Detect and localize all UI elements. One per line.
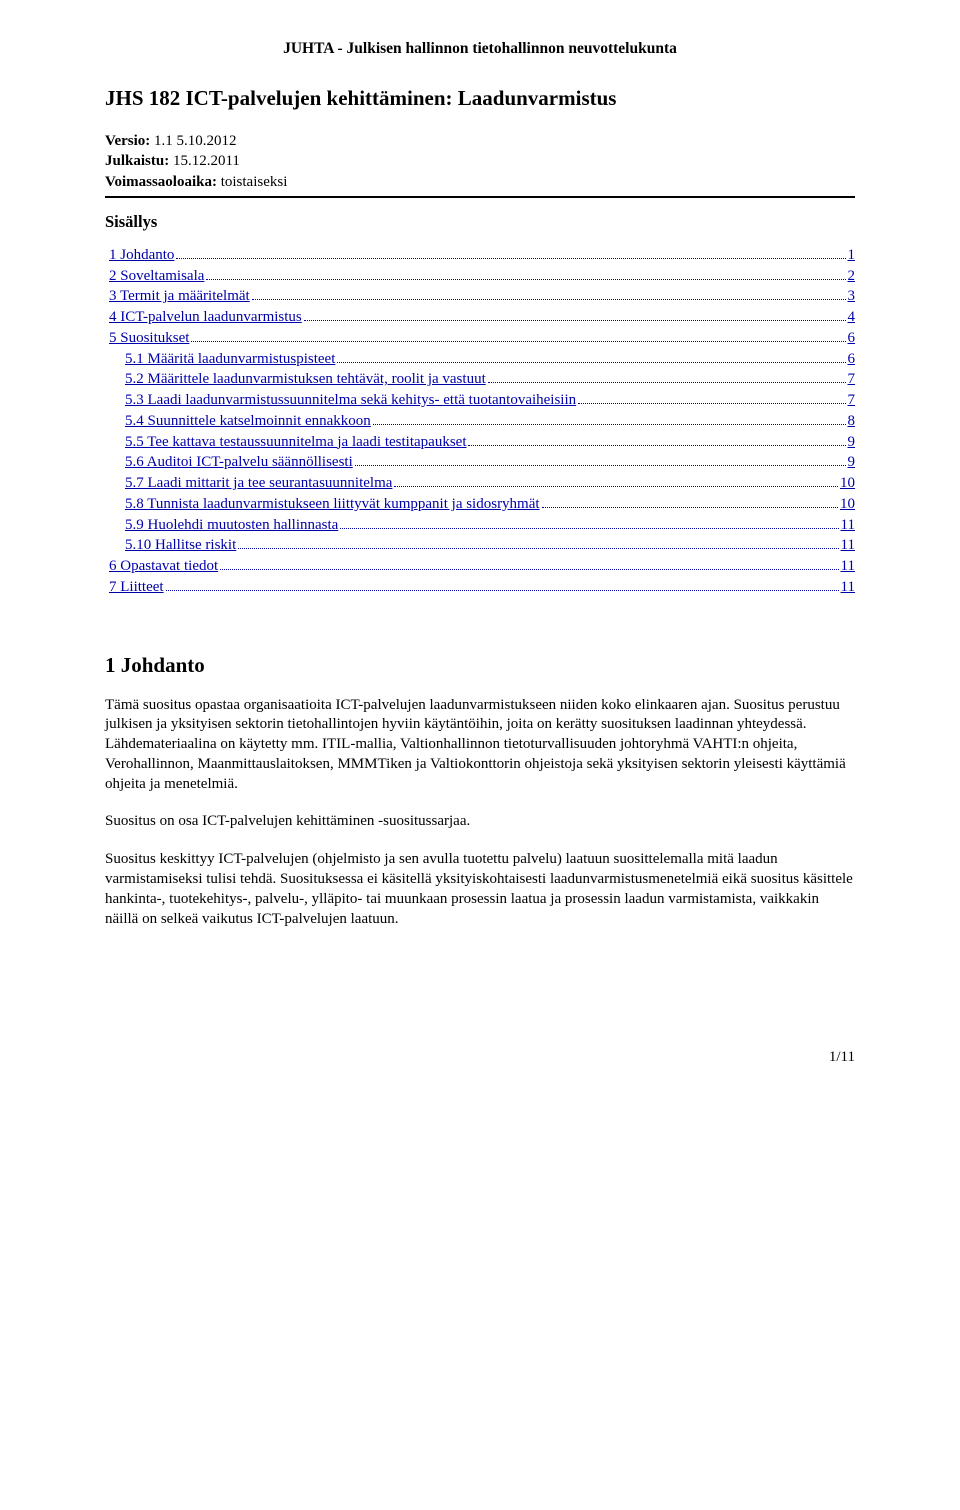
meta-voimassa: Voimassaoloaika: toistaiseksi: [105, 172, 855, 192]
toc-entry: 7 Liitteet 11: [105, 578, 855, 597]
toc-page-link[interactable]: 9: [848, 433, 856, 452]
toc-page-link[interactable]: 11: [841, 578, 855, 597]
meta-voimassa-label: Voimassaoloaika:: [105, 174, 217, 190]
toc-leader: [468, 445, 845, 446]
toc-link[interactable]: 5.5 Tee kattava testaussuunnitelma ja la…: [125, 434, 466, 450]
meta-julkaistu: Julkaistu: 15.12.2011: [105, 151, 855, 171]
meta-julkaistu-value: 15.12.2011: [169, 153, 240, 169]
toc-page-link[interactable]: 8: [848, 412, 856, 431]
toc-page-link[interactable]: 7: [848, 391, 856, 410]
document-page: JUHTA - Julkisen hallinnon tietohallinno…: [0, 0, 960, 1126]
toc-page-link[interactable]: 7: [848, 370, 856, 389]
meta-versio-label: Versio:: [105, 133, 150, 149]
document-metadata: Versio: 1.1 5.10.2012 Julkaistu: 15.12.2…: [105, 131, 855, 192]
document-title: JHS 182 ICT-palvelujen kehittäminen: Laa…: [105, 86, 855, 111]
toc-link[interactable]: 5.2 Määrittele laadunvarmistuksen tehtäv…: [125, 371, 486, 387]
toc-page-link[interactable]: 2: [848, 267, 856, 286]
toc-link[interactable]: 5.3 Laadi laadunvarmistussuunnitelma sek…: [125, 392, 576, 408]
toc-page-link[interactable]: 4: [848, 308, 856, 327]
org-header: JUHTA - Julkisen hallinnon tietohallinno…: [105, 40, 855, 58]
meta-voimassa-value: toistaiseksi: [217, 174, 287, 190]
toc-entry: 5.7 Laadi mittarit ja tee seurantasuunni…: [105, 474, 855, 493]
toc-page-link[interactable]: 1: [848, 246, 856, 265]
toc-page-link[interactable]: 10: [840, 474, 855, 493]
toc-heading: Sisällys: [105, 212, 855, 232]
toc-page-link[interactable]: 6: [848, 350, 856, 369]
toc-entry: 5 Suositukset 6: [105, 329, 855, 348]
toc-link[interactable]: 5 Suositukset: [109, 330, 189, 346]
toc-entry: 2 Soveltamisala 2: [105, 267, 855, 286]
meta-versio: Versio: 1.1 5.10.2012: [105, 131, 855, 151]
toc-leader: [176, 258, 845, 259]
toc-link[interactable]: 1 Johdanto: [109, 247, 174, 263]
toc-leader: [373, 424, 846, 425]
toc-leader: [238, 548, 838, 549]
toc-link[interactable]: 5.9 Huolehdi muutosten hallinnasta: [125, 517, 338, 533]
toc-entry: 5.5 Tee kattava testaussuunnitelma ja la…: [105, 433, 855, 452]
toc-entry: 3 Termit ja määritelmät 3: [105, 287, 855, 306]
page-number: 1/11: [105, 1049, 855, 1066]
toc-link[interactable]: 2 Soveltamisala: [109, 268, 204, 284]
meta-julkaistu-label: Julkaistu:: [105, 153, 169, 169]
toc-entry: 5.9 Huolehdi muutosten hallinnasta 11: [105, 516, 855, 535]
toc-entry: 1 Johdanto 1: [105, 246, 855, 265]
toc-leader: [220, 569, 838, 570]
toc-leader: [488, 382, 846, 383]
toc-link[interactable]: 3 Termit ja määritelmät: [109, 288, 250, 304]
toc-leader: [252, 299, 846, 300]
toc-page-link[interactable]: 10: [840, 495, 855, 514]
toc-entry: 5.2 Määrittele laadunvarmistuksen tehtäv…: [105, 370, 855, 389]
toc-link[interactable]: 5.6 Auditoi ICT-palvelu säännöllisesti: [125, 454, 353, 470]
toc-leader: [304, 320, 846, 321]
toc-leader: [166, 590, 839, 591]
toc-entry: 5.10 Hallitse riskit 11: [105, 536, 855, 555]
meta-versio-value: 1.1 5.10.2012: [150, 133, 236, 149]
body-paragraph: Suositus on osa ICT-palvelujen kehittämi…: [105, 812, 855, 832]
section-1-heading: 1 Johdanto: [105, 653, 855, 678]
toc-page-link[interactable]: 11: [841, 557, 855, 576]
toc-link[interactable]: 5.1 Määritä laadunvarmistuspisteet: [125, 351, 335, 367]
toc-entry: 4 ICT-palvelun laadunvarmistus 4: [105, 308, 855, 327]
section-1-body: Tämä suositus opastaa organisaatioita IC…: [105, 696, 855, 930]
divider: [105, 196, 855, 198]
toc-entry: 5.3 Laadi laadunvarmistussuunnitelma sek…: [105, 391, 855, 410]
toc-leader: [340, 528, 838, 529]
toc-entry: 5.8 Tunnista laadunvarmistukseen liittyv…: [105, 495, 855, 514]
toc-page-link[interactable]: 3: [848, 287, 856, 306]
toc-leader: [206, 279, 845, 280]
toc-entry: 6 Opastavat tiedot 11: [105, 557, 855, 576]
body-paragraph: Suositus keskittyy ICT-palvelujen (ohjel…: [105, 850, 855, 929]
table-of-contents: 1 Johdanto12 Soveltamisala23 Termit ja m…: [105, 246, 855, 597]
toc-leader: [394, 486, 838, 487]
toc-page-link[interactable]: 11: [841, 516, 855, 535]
toc-leader: [355, 465, 846, 466]
toc-link[interactable]: 5.8 Tunnista laadunvarmistukseen liittyv…: [125, 496, 540, 512]
toc-entry: 5.4 Suunnittele katselmoinnit ennakkoon 8: [105, 412, 855, 431]
toc-leader: [337, 362, 845, 363]
toc-link[interactable]: 5.4 Suunnittele katselmoinnit ennakkoon: [125, 413, 371, 429]
toc-page-link[interactable]: 6: [848, 329, 856, 348]
toc-leader: [542, 507, 838, 508]
body-paragraph: Tämä suositus opastaa organisaatioita IC…: [105, 696, 855, 795]
toc-link[interactable]: 6 Opastavat tiedot: [109, 558, 218, 574]
toc-entry: 5.6 Auditoi ICT-palvelu säännöllisesti 9: [105, 453, 855, 472]
toc-page-link[interactable]: 9: [848, 453, 856, 472]
toc-entry: 5.1 Määritä laadunvarmistuspisteet 6: [105, 350, 855, 369]
toc-link[interactable]: 5.7 Laadi mittarit ja tee seurantasuunni…: [125, 475, 392, 491]
toc-leader: [191, 341, 845, 342]
toc-link[interactable]: 4 ICT-palvelun laadunvarmistus: [109, 309, 302, 325]
toc-link[interactable]: 7 Liitteet: [109, 579, 164, 595]
toc-page-link[interactable]: 11: [841, 536, 855, 555]
toc-link[interactable]: 5.10 Hallitse riskit: [125, 537, 236, 553]
toc-leader: [578, 403, 845, 404]
